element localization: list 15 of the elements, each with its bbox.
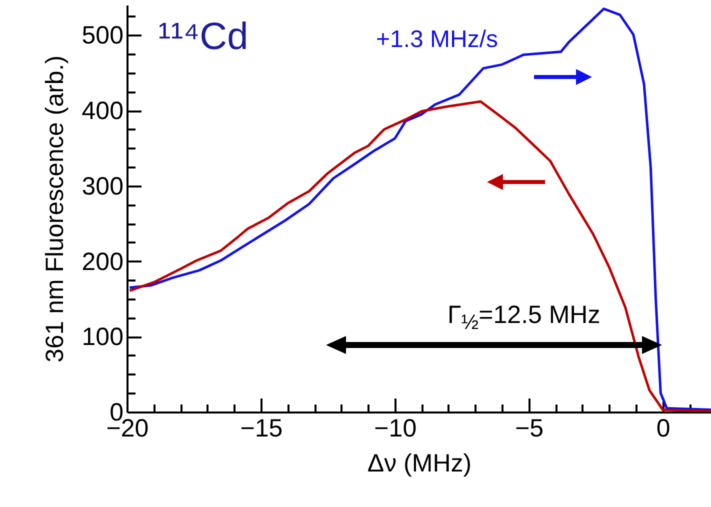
- y-axis-title: 361 nm Fluorescence (arb.): [40, 55, 69, 363]
- annotation: ¹¹⁴Cd: [158, 16, 248, 58]
- x-tick-label: −5: [515, 414, 544, 442]
- x-tick-label: 0: [656, 414, 670, 442]
- annotation: Γ$_{½}$=12.5 MHz: [448, 301, 600, 334]
- x-axis-title: Δν (MHz): [367, 450, 472, 478]
- x-tick-label: −10: [374, 414, 417, 442]
- y-tick-label: 300: [82, 172, 124, 200]
- x-tick-label: −15: [240, 414, 283, 442]
- y-tick-label: 100: [82, 323, 124, 352]
- y-tick-label: 400: [82, 97, 124, 126]
- line-series: [128, 8, 711, 411]
- y-tick-label: 200: [82, 248, 124, 276]
- series-label: +1.3 MHz/s: [376, 26, 498, 53]
- y-tick-label: 500: [82, 22, 124, 50]
